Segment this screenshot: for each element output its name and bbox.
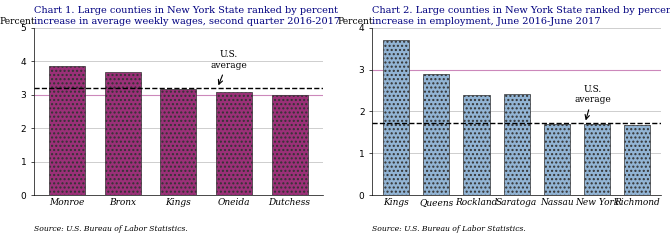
- Text: Percent: Percent: [0, 17, 35, 26]
- Text: U.S.
average: U.S. average: [575, 85, 611, 119]
- Bar: [464, 95, 490, 195]
- Text: Source: U.S. Bureau of Labor Statistics.: Source: U.S. Bureau of Labor Statistics.: [34, 225, 188, 233]
- Bar: [423, 74, 450, 195]
- Text: Percent: Percent: [338, 17, 373, 26]
- Text: Chart 2. Large counties in New York State ranked by percent
increase in employme: Chart 2. Large counties in New York Stat…: [372, 5, 670, 26]
- Bar: [49, 66, 85, 195]
- Text: U.S.
average: U.S. average: [210, 50, 247, 84]
- Bar: [584, 124, 610, 195]
- Bar: [271, 95, 308, 195]
- Bar: [504, 94, 530, 195]
- Bar: [624, 125, 650, 195]
- Bar: [383, 40, 409, 195]
- Bar: [216, 93, 252, 195]
- Bar: [160, 89, 196, 195]
- Text: Chart 1. Large counties in New York State ranked by percent
increase in average : Chart 1. Large counties in New York Stat…: [34, 5, 340, 26]
- Bar: [544, 124, 570, 195]
- Text: Source: U.S. Bureau of Labor Statistics.: Source: U.S. Bureau of Labor Statistics.: [372, 225, 526, 233]
- Bar: [105, 72, 141, 195]
